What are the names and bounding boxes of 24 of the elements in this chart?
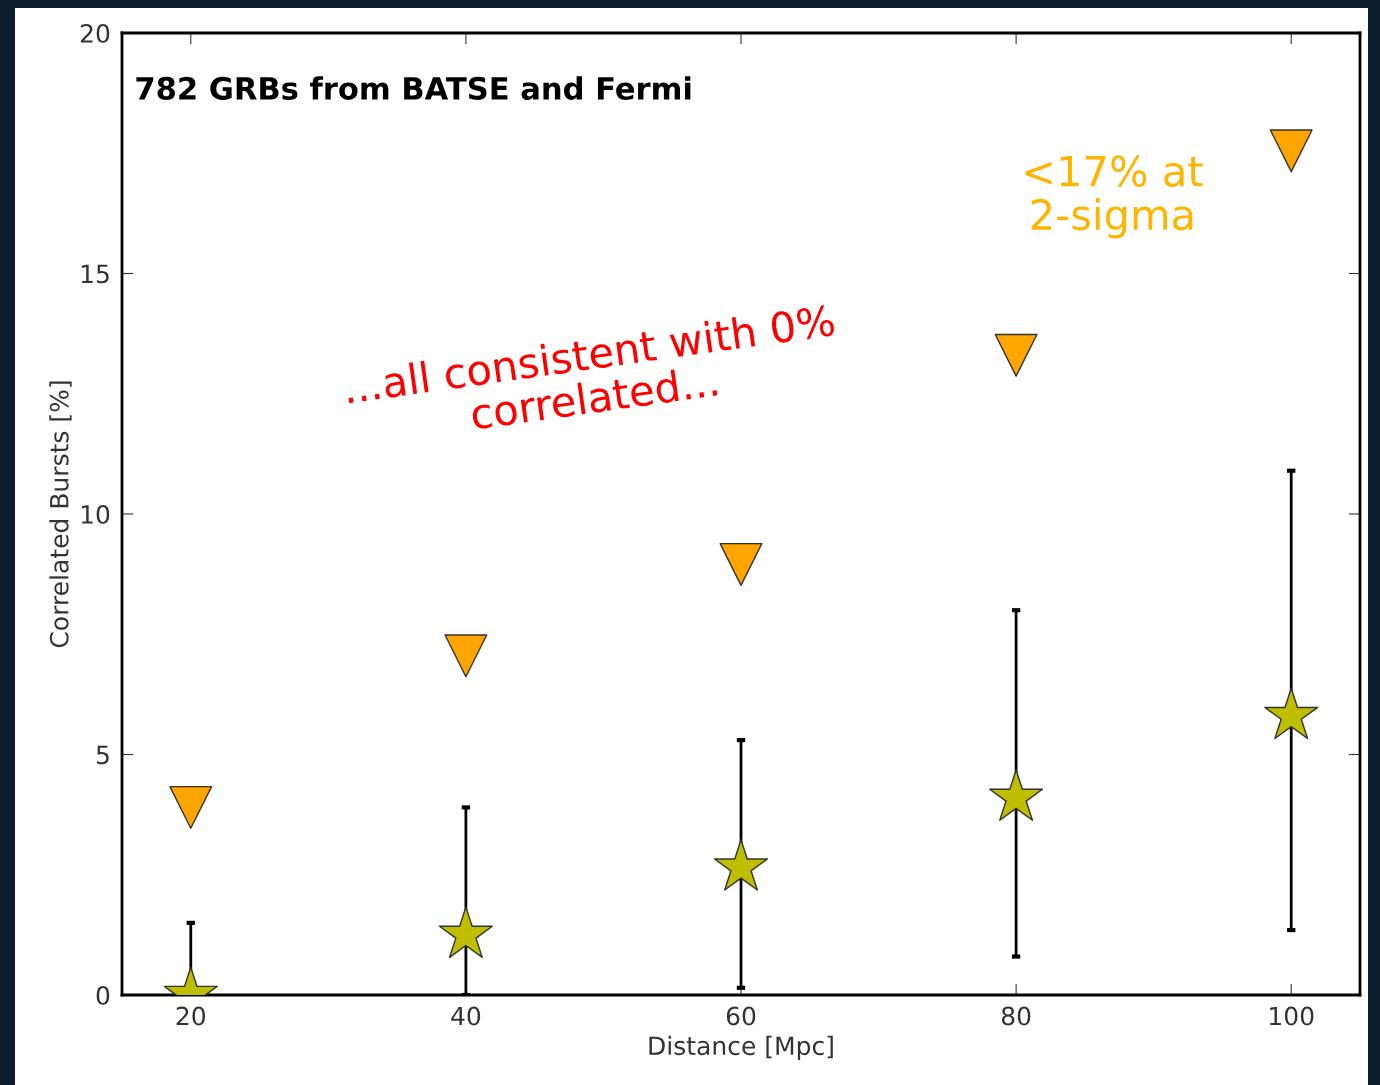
y-tick-label: 20 — [80, 23, 110, 43]
text: 782 GRBs from BATSE and Fermi — [136, 76, 691, 100]
annotation: <17% at 2-sigma — [1025, 155, 1203, 239]
point — [438, 906, 494, 959]
point — [713, 839, 769, 891]
x-tick-label: 100 — [1270, 1006, 1314, 1026]
x-tick-label: 80 — [1001, 1006, 1031, 1026]
point — [994, 333, 1038, 377]
point — [988, 769, 1044, 821]
point — [719, 542, 763, 587]
point — [1264, 687, 1319, 740]
y-axis-title: Correlated Bursts [%] — [49, 381, 72, 648]
x-tick-label: 40 — [451, 1006, 481, 1026]
y-tick-label: 15 — [81, 264, 109, 284]
point — [169, 785, 213, 829]
x-axis-title: Distance [Mpc] — [649, 1035, 833, 1061]
annotation: ...all consistent with 0% correlated... — [344, 303, 835, 431]
y-tick-label: 0 — [96, 985, 110, 1005]
point — [1269, 129, 1313, 173]
point — [444, 634, 488, 678]
y-tick-label: 5 — [96, 745, 109, 765]
y-tick-label: 10 — [81, 504, 110, 524]
x-tick-label: 60 — [726, 1006, 756, 1026]
x-tick-label: 20 — [176, 1006, 206, 1026]
